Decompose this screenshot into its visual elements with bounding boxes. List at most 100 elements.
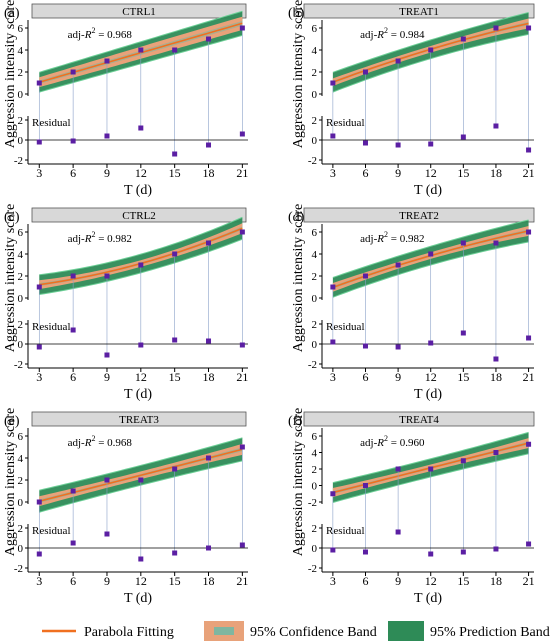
x-tick-label: 6 bbox=[70, 370, 76, 384]
x-tick-label: 12 bbox=[425, 166, 437, 180]
data-point bbox=[70, 488, 76, 494]
confidence-band bbox=[39, 223, 243, 290]
residual-point bbox=[206, 545, 212, 551]
panel-letter: (c) bbox=[4, 210, 20, 225]
residual-y-tick-label: -2 bbox=[14, 155, 23, 167]
panel-strip bbox=[303, 3, 535, 19]
panel-ctrl1: (a) CTRL1 Aggression intensity score adj-R2… bbox=[3, 0, 248, 198]
residual-point bbox=[395, 142, 401, 148]
adj-r2-annotation: adj-R2 = 0.968 bbox=[68, 434, 133, 449]
x-tick-label: 18 bbox=[490, 370, 502, 384]
residual-point bbox=[330, 547, 336, 553]
residual-label: Residual bbox=[32, 525, 71, 537]
residual-label: Residual bbox=[326, 321, 365, 333]
panel-strip bbox=[31, 207, 247, 223]
panel-title: TREAT4 bbox=[399, 414, 439, 426]
panel-treat4: (f) TREAT4 Aggression intensity score adj-R… bbox=[288, 408, 535, 606]
panel-title: TREAT3 bbox=[119, 414, 159, 426]
residual-y-tick-label: 0 bbox=[312, 135, 318, 147]
x-tick-label: 9 bbox=[395, 166, 401, 180]
residual-y-tick-label: 0 bbox=[312, 543, 318, 555]
y-tick-label: 4 bbox=[312, 448, 318, 460]
y-axis-label: Aggression intensity score bbox=[291, 204, 306, 353]
residual-point bbox=[362, 343, 368, 349]
residual-y-tick-label: -2 bbox=[308, 563, 317, 575]
residual-point bbox=[526, 541, 532, 547]
residual-point bbox=[395, 344, 401, 350]
x-tick-label: 21 bbox=[523, 574, 535, 588]
residual-point bbox=[138, 342, 144, 348]
x-tick-label: 15 bbox=[169, 370, 181, 384]
x-tick-label: 9 bbox=[104, 574, 110, 588]
panel-ctrl2: (c) CTRL2 Aggression intensity score adj-R2… bbox=[3, 204, 248, 402]
legend-conf-label: 95% Confidence Band bbox=[250, 625, 377, 640]
residual-label: Residual bbox=[326, 525, 365, 537]
residual-point bbox=[493, 123, 499, 129]
data-point bbox=[526, 229, 532, 235]
panels: (a) CTRL1 Aggression intensity score adj-R2… bbox=[3, 0, 535, 606]
residual-y-tick-label: 2 bbox=[18, 319, 24, 331]
residual-point bbox=[70, 540, 76, 546]
adj-r2-annotation: adj-R2 = 0.982 bbox=[68, 230, 132, 245]
residual-point bbox=[526, 147, 532, 153]
x-tick-label: 3 bbox=[330, 166, 336, 180]
residual-label: Residual bbox=[32, 321, 71, 333]
residual-point bbox=[104, 352, 110, 358]
data-point bbox=[206, 455, 212, 461]
legend-fit-label: Parabola Fitting bbox=[84, 625, 174, 640]
prediction-band-upper bbox=[332, 431, 529, 484]
confidence-band-core bbox=[39, 226, 243, 287]
x-tick-label: 18 bbox=[203, 574, 215, 588]
x-tick-label: 3 bbox=[36, 166, 42, 180]
y-tick-label: 0 bbox=[18, 497, 24, 509]
data-point bbox=[138, 262, 144, 268]
data-point bbox=[330, 491, 336, 497]
data-point bbox=[206, 240, 212, 246]
x-tick-label: 18 bbox=[490, 166, 502, 180]
panel-title: TREAT1 bbox=[399, 6, 439, 18]
x-axis-label: T (d) bbox=[414, 591, 442, 606]
residual-point bbox=[104, 133, 110, 139]
residual-point bbox=[395, 529, 401, 535]
residual-point bbox=[172, 151, 178, 157]
prediction-band-upper bbox=[39, 437, 243, 491]
residual-point bbox=[493, 546, 499, 552]
residual-y-tick-label: 2 bbox=[312, 319, 318, 331]
residual-point bbox=[172, 337, 178, 343]
y-axis-label: Aggression intensity score bbox=[291, 408, 306, 557]
data-point bbox=[362, 483, 368, 488]
data-point bbox=[460, 240, 466, 246]
data-point bbox=[70, 273, 76, 279]
data-point bbox=[70, 69, 76, 75]
legend-pred-label: 95% Prediction Band bbox=[430, 625, 550, 640]
residual-label: Residual bbox=[32, 117, 71, 129]
x-tick-label: 3 bbox=[36, 574, 42, 588]
x-tick-label: 6 bbox=[362, 166, 368, 180]
x-axis-label: T (d) bbox=[124, 387, 152, 402]
panel-title: TREAT2 bbox=[399, 210, 439, 222]
residual-point bbox=[70, 138, 76, 144]
data-point bbox=[493, 450, 499, 455]
data-point bbox=[330, 284, 336, 290]
residual-point bbox=[239, 131, 245, 137]
data-point bbox=[138, 47, 144, 53]
data-point bbox=[206, 36, 212, 42]
panel-strip bbox=[303, 207, 535, 223]
legend-pred-swatch bbox=[388, 621, 424, 641]
panel-strip bbox=[31, 3, 247, 19]
panel-strip bbox=[303, 411, 535, 427]
y-tick-label: 2 bbox=[312, 464, 318, 476]
x-tick-label: 12 bbox=[425, 370, 437, 384]
data-point bbox=[172, 466, 178, 472]
residual-point bbox=[138, 125, 144, 131]
panel-treat3: (e) TREAT3 Aggression intensity score adj-R… bbox=[3, 408, 248, 606]
residual-point bbox=[428, 340, 434, 346]
residual-y-tick-label: 2 bbox=[18, 523, 24, 535]
data-point bbox=[362, 69, 368, 75]
residual-y-tick-label: 0 bbox=[18, 135, 24, 147]
x-axis-label: T (d) bbox=[124, 591, 152, 606]
y-tick-label: 4 bbox=[18, 453, 24, 465]
panel-letter: (d) bbox=[288, 210, 305, 225]
data-point bbox=[428, 251, 434, 257]
